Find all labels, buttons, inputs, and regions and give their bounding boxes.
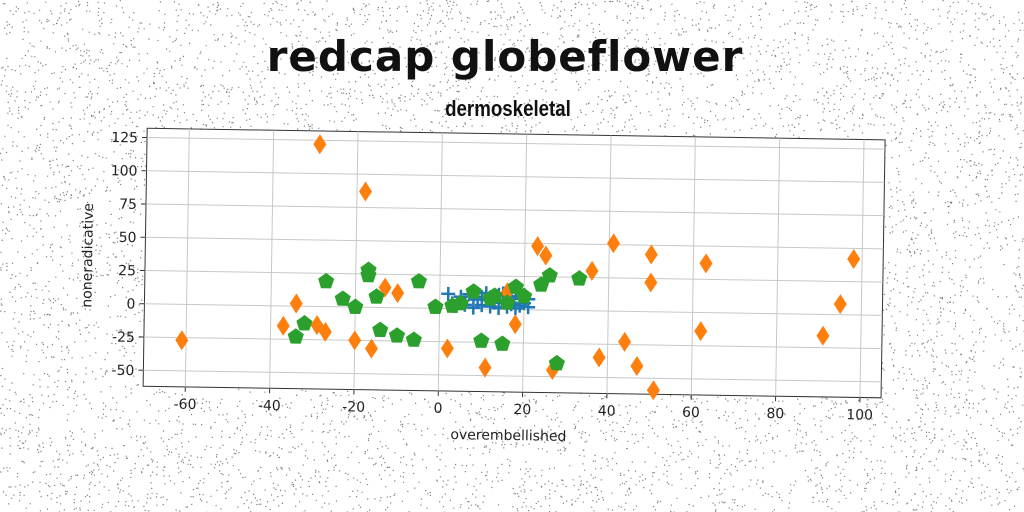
pentagon-point	[548, 354, 565, 371]
y-grid-line	[147, 137, 885, 150]
pentagon-point	[499, 294, 516, 310]
pentagon-point	[507, 278, 524, 294]
plus-point	[466, 300, 481, 315]
pentagon-point	[465, 283, 482, 299]
y-axis-label: noneradicative	[79, 203, 97, 308]
x-tick-label: -20	[342, 399, 365, 415]
y-tick-label: 100	[111, 163, 138, 179]
y-axis-ticks: -50 -25 0 25 50 75 100 125	[111, 130, 148, 379]
pentagon-point	[473, 332, 490, 348]
diamond-point	[847, 249, 861, 270]
y-grid-line	[143, 336, 882, 350]
y-grid-line	[143, 369, 882, 383]
diamond-point	[310, 315, 324, 336]
diamond-point	[607, 233, 621, 254]
x-tick-label: 0	[433, 401, 442, 417]
x-tick-label: -40	[258, 398, 281, 414]
pentagon-point	[368, 288, 385, 304]
y-tick-label: -50	[111, 363, 134, 379]
diamond-point	[592, 347, 606, 368]
diamond-point	[313, 134, 327, 155]
grid-lines	[143, 128, 885, 398]
pentagon-point	[410, 272, 428, 289]
pentagon-point	[287, 328, 304, 344]
diamond-point	[276, 315, 290, 336]
x-tick-label: 20	[513, 402, 531, 418]
data-marks	[175, 134, 861, 401]
pentagon-point	[541, 267, 558, 283]
diamond-point	[630, 356, 644, 377]
diamond-point	[833, 294, 847, 315]
y-grid-line	[144, 303, 883, 316]
pentagon-point	[388, 327, 406, 343]
pentagon-point	[482, 290, 499, 306]
diamond-point	[508, 314, 522, 335]
x-tick-label: 100	[846, 407, 873, 423]
plot-area	[142, 127, 886, 399]
diamond-point	[585, 260, 599, 281]
pentagon-point	[405, 331, 422, 347]
diamond-point	[539, 245, 553, 266]
diamond-point	[289, 293, 303, 314]
diamond-point	[359, 181, 373, 202]
diamond-point	[318, 321, 332, 342]
pentagon-point	[494, 335, 511, 351]
diamond-point	[699, 253, 713, 274]
diamond-point	[694, 321, 708, 342]
y-grid-line	[145, 236, 884, 250]
pentagon-point	[360, 266, 377, 283]
pentagon-point	[516, 287, 533, 304]
diamond-point	[646, 380, 660, 401]
diamond-point	[440, 338, 454, 359]
y-grid-line	[144, 270, 883, 283]
diamond-point	[175, 330, 189, 351]
x-tick-label: 80	[766, 406, 784, 422]
diamond-point	[478, 357, 492, 378]
pentagon-point	[571, 270, 588, 286]
diamond-point	[531, 236, 545, 257]
x-tick-label: -60	[173, 397, 196, 413]
diamond-point	[364, 338, 378, 359]
diamond-point	[618, 331, 632, 352]
pentagon-point	[372, 321, 389, 338]
y-grid-line	[145, 203, 884, 217]
pentagon-point	[318, 272, 335, 289]
y-tick-label: -25	[112, 330, 135, 346]
pentagon-point	[347, 298, 364, 315]
diamond-point	[644, 244, 658, 265]
diamond-point	[391, 283, 405, 304]
diamond-point	[348, 330, 362, 351]
x-axis-ticks: -60 -40 -20 0 20 40 60 80 100	[173, 386, 873, 424]
y-tick-label: 75	[119, 197, 137, 213]
pentagon-point	[296, 315, 313, 331]
y-tick-label: 50	[119, 230, 137, 246]
x-tick-label: 60	[682, 405, 700, 421]
pentagon-point	[452, 294, 469, 311]
y-tick-label: 25	[118, 263, 136, 279]
x-axis-label: overembellished	[450, 427, 566, 445]
y-grid-line	[146, 170, 885, 183]
chart-subtitle: dermoskeletal	[445, 96, 571, 121]
diamond-point	[816, 325, 830, 346]
pentagon-point	[427, 298, 444, 314]
chart-title: redcap globeflower	[266, 32, 744, 81]
y-tick-label: 0	[126, 296, 135, 312]
pentagon-point	[334, 290, 351, 306]
plus-point	[441, 286, 456, 301]
diamond-point	[644, 272, 658, 293]
x-tick-label: 40	[598, 403, 616, 419]
y-tick-label: 125	[111, 130, 138, 146]
